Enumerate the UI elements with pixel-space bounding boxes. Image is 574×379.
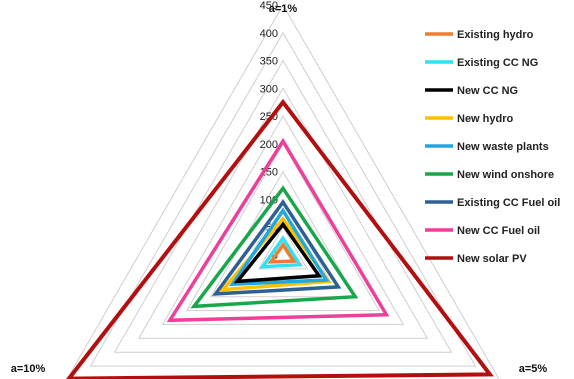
grid-ring — [161, 115, 405, 325]
series-line — [229, 207, 330, 287]
tick-label: 450 — [260, 0, 278, 12]
axis-labels: a=1% a=5% a=10% — [11, 3, 548, 375]
legend-label: New hydro — [457, 113, 514, 125]
series-line — [267, 241, 297, 264]
legend-label: New waste plants — [457, 141, 549, 153]
legend-label: Existing CC Fuel oil — [457, 197, 560, 209]
legend-label: New CC Fuel oil — [457, 225, 540, 237]
grid-ring — [66, 3, 500, 379]
grid-ring — [89, 31, 477, 367]
legend-label: New solar PV — [457, 253, 527, 265]
grid-ring — [258, 226, 308, 270]
series-line — [166, 137, 390, 323]
legend-label: New CC NG — [457, 85, 518, 97]
legend-label: New wind onshore — [457, 169, 554, 181]
data-series — [66, 98, 494, 379]
tick-label: 300 — [260, 83, 278, 95]
grid-ring — [185, 142, 381, 312]
grid-ring — [113, 59, 453, 353]
series-line — [66, 98, 494, 379]
axis-label: a=1% — [269, 3, 298, 15]
tick-label: 200 — [260, 139, 278, 151]
axis-label: a=10% — [11, 363, 46, 375]
series-line — [190, 185, 359, 309]
series-line — [233, 221, 323, 284]
tick-label: 400 — [260, 28, 278, 40]
axis-label: a=5% — [519, 363, 548, 375]
series-line — [211, 199, 342, 296]
legend: Existing hydro Existing CC NG New CC NG New… — [425, 29, 560, 265]
legend-label: Existing CC NG — [457, 57, 538, 69]
grid-ring — [137, 87, 429, 339]
series-line — [259, 235, 303, 269]
radar-grid — [66, 3, 500, 379]
tick-label: 350 — [260, 56, 278, 68]
legend-label: Existing hydro — [457, 29, 534, 41]
